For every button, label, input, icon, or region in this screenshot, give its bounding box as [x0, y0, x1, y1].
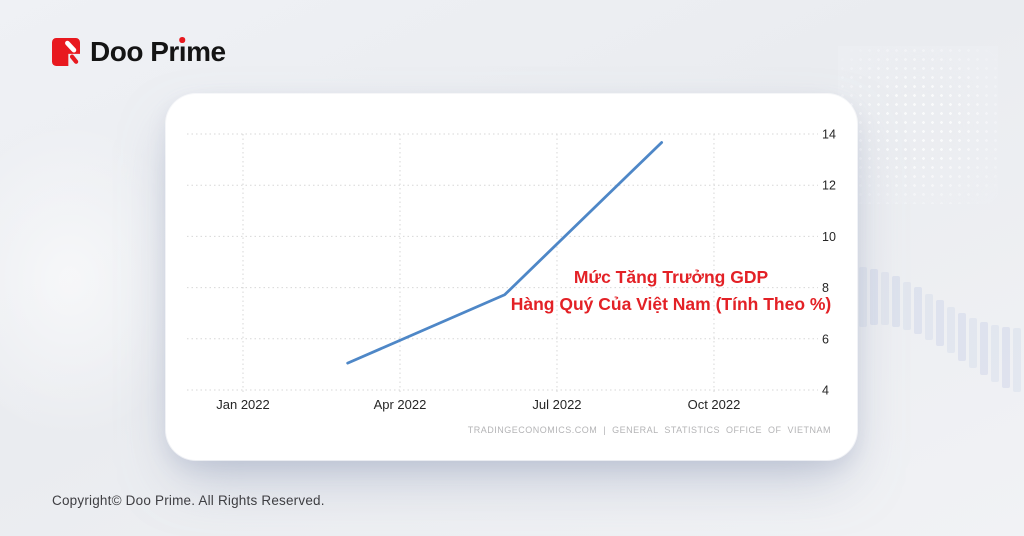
svg-text:4: 4: [822, 384, 829, 398]
doo-prime-logo-icon: [52, 38, 80, 67]
brand-name: Doo Prı me: [90, 35, 226, 69]
brand-i-red-dot: [179, 37, 186, 43]
svg-text:Apr 2022: Apr 2022: [374, 397, 427, 412]
copyright-text: Copyright© Doo Prime. All Rights Reserve…: [52, 493, 325, 508]
chart-annotation-line2: Hàng Quý Của Việt Nam (Tính Theo %): [510, 294, 832, 314]
doo-prime-logo: Doo Prı me: [52, 35, 226, 69]
svg-text:14: 14: [822, 128, 836, 142]
dot-grid-decoration: [838, 46, 998, 204]
brand-letter-i: ı: [178, 36, 187, 67]
chart-annotation-line1: Mức Tăng Trưởng GDP: [573, 267, 769, 287]
chart-source-attribution: TRADINGECONOMICS.COM | GENERAL STATISTIC…: [467, 425, 831, 435]
brand-name-part: me: [186, 36, 226, 67]
chart-annotation: Mức Tăng Trưởng GDP Hàng Quý Của Việt Na…: [511, 264, 832, 318]
svg-text:12: 12: [822, 179, 836, 193]
svg-text:Oct 2022: Oct 2022: [688, 397, 741, 412]
gdp-line-chart: 4 6 8 10 12 14 Jan 2022 Apr 2022 Jul 2022 Oct 202…: [187, 128, 836, 412]
svg-text:Jul 2022: Jul 2022: [532, 397, 581, 412]
svg-text:6: 6: [822, 332, 829, 346]
bar-chart-decoration: [848, 248, 1024, 416]
chart-card: 4 6 8 10 12 14 Jan 2022 Apr 2022 Jul 2022 Oct 202…: [166, 94, 857, 460]
svg-text:10: 10: [822, 230, 836, 244]
svg-text:Jan 2022: Jan 2022: [216, 397, 270, 412]
brand-name-part: Doo Pr: [90, 36, 179, 67]
svg-text:8: 8: [822, 281, 829, 295]
